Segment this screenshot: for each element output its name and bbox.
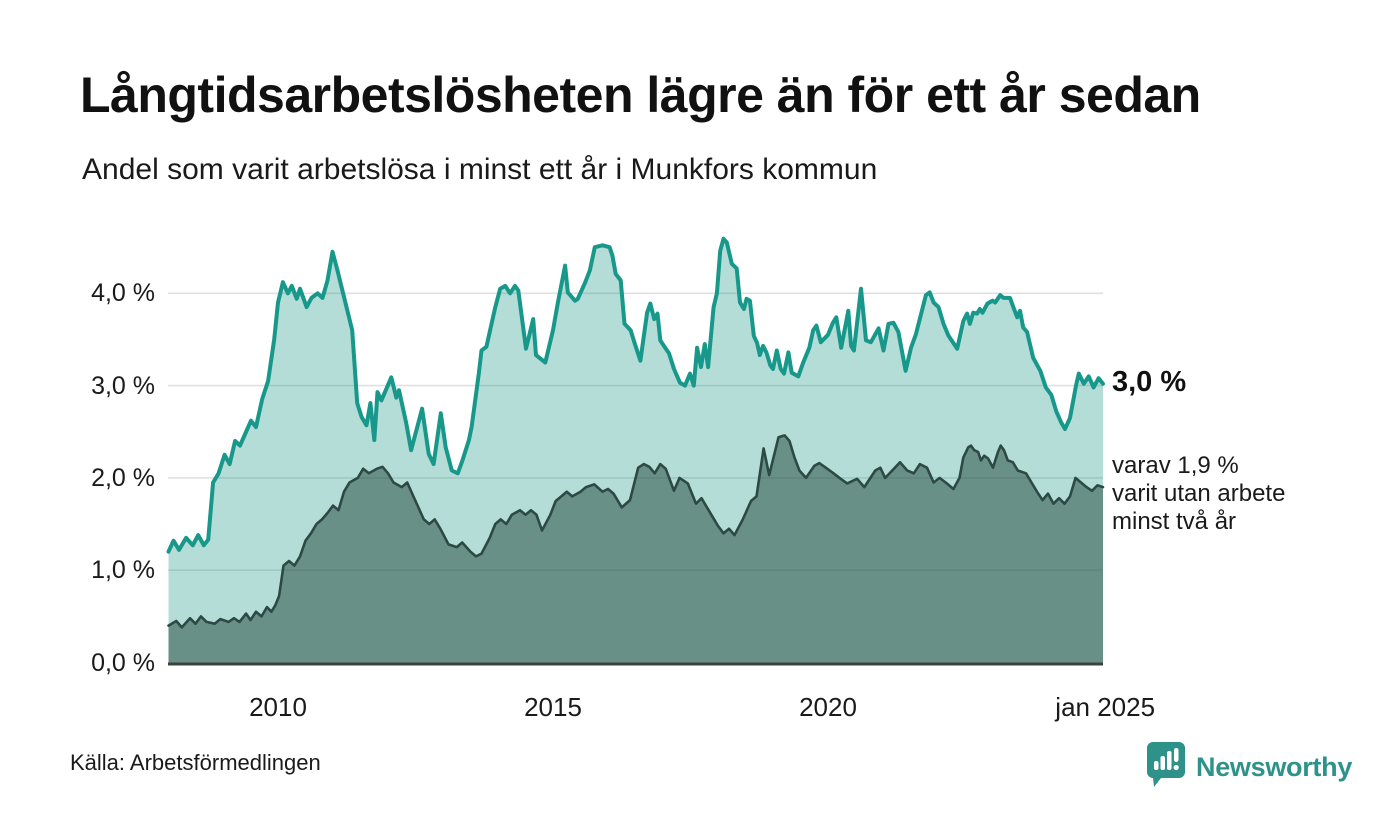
page-title: Långtidsarbetslösheten lägre än för ett … [80, 67, 1201, 123]
newsworthy-bubble-chart-icon [1146, 741, 1186, 793]
line-minst-tva-ar [167, 434, 1105, 629]
y-tick-label: 1,0 % [91, 556, 155, 585]
page-subtitle: Andel som varit arbetslösa i minst ett å… [82, 153, 878, 186]
newsworthy-wordmark: Newsworthy [1196, 751, 1353, 782]
x-tick-label: 2015 [524, 692, 582, 722]
y-tick-label: 4,0 % [91, 279, 155, 308]
y-tick-label: 3,0 % [91, 371, 155, 400]
x-tick-label: 2010 [249, 692, 307, 722]
secondary-series-label-line1: varav 1,9 % [1112, 452, 1239, 479]
line-minst-ett-ar [166, 236, 1105, 554]
y-tick-label: 0,0 % [91, 648, 155, 677]
x-tick-label: 2020 [799, 692, 857, 722]
secondary-series-label-line3: minst två år [1112, 508, 1237, 535]
secondary-series-label-line2: varit utan arbete [1112, 480, 1286, 507]
y-tick-label: 2,0 % [91, 463, 155, 492]
secondary-series-label: varav 1,9 % varit utan arbete minst två … [1112, 452, 1285, 536]
area-fill-minst-tva-ar [168, 435, 1103, 664]
latest-value-label: 3,0 % [1112, 366, 1187, 398]
source-attribution: Källa: Arbetsförmedlingen [70, 750, 321, 775]
x-tick-label: jan 2025 [1055, 692, 1156, 722]
newsworthy-logo: Newsworthy [1146, 741, 1352, 793]
